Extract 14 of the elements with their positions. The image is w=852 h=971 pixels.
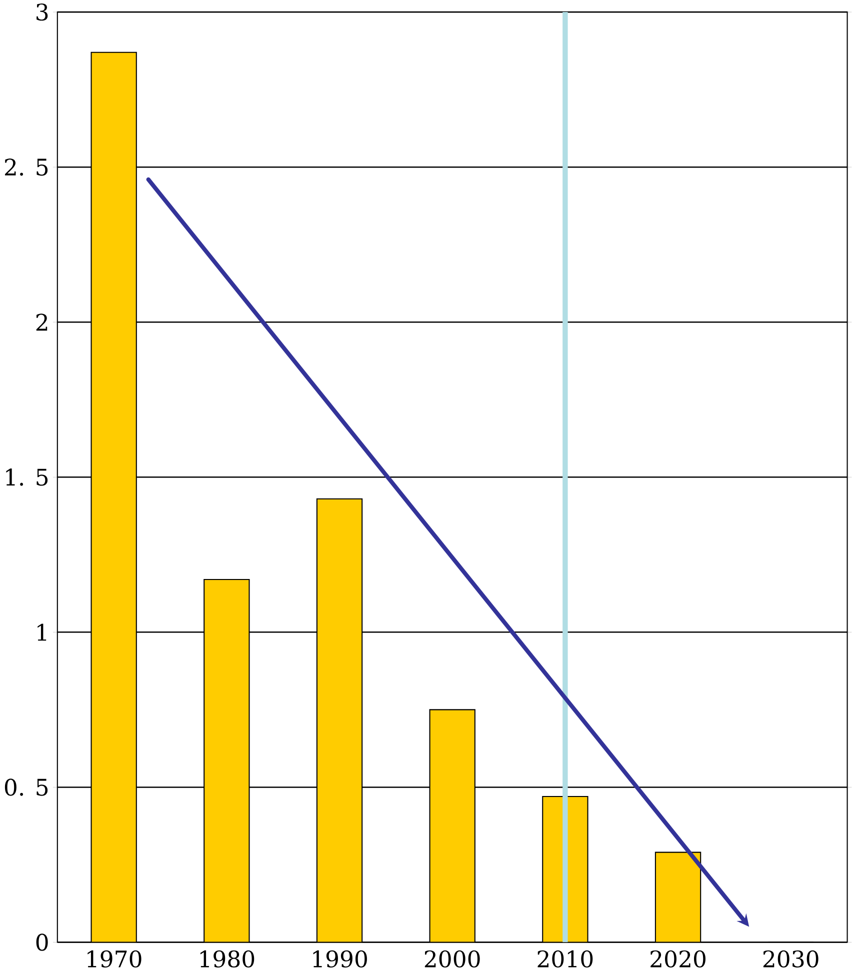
x-tick-label: 1970: [88, 950, 142, 968]
y-tick-label: 0: [36, 934, 48, 951]
y-tick-label: 3: [36, 3, 48, 21]
y-tick-label: 1. 5: [6, 468, 48, 486]
x-tick-label: 2030: [764, 950, 818, 968]
x-tick-label: 2010: [538, 950, 593, 968]
x-tick-label: 1990: [313, 950, 368, 968]
x-tick-label: 2000: [424, 950, 480, 968]
x-tick-label: 1980: [200, 950, 254, 968]
x-tick-label: 2020: [650, 950, 706, 968]
y-tick-label: 2. 5: [5, 158, 48, 176]
y-tick-label: 2: [36, 314, 48, 331]
y-tick-label: 0. 5: [5, 778, 48, 796]
y-tick-label: 1: [38, 624, 46, 641]
